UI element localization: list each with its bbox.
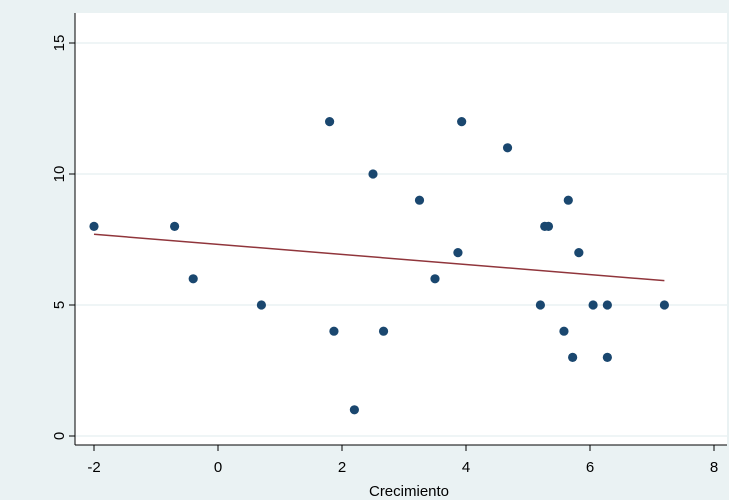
data-points <box>89 117 670 415</box>
data-point <box>502 143 513 153</box>
fitted-line <box>93 233 665 282</box>
y-tick-label: 0 <box>51 432 68 440</box>
data-point <box>588 300 598 310</box>
grid-lines <box>75 42 727 437</box>
data-point <box>256 300 266 310</box>
x-tick-label: 0 <box>214 459 222 476</box>
data-point <box>89 221 99 231</box>
data-point <box>574 248 584 258</box>
x-tick-label: 4 <box>462 459 470 476</box>
data-point <box>188 274 198 284</box>
x-tick-label: 6 <box>586 459 594 476</box>
data-point <box>325 117 335 127</box>
data-point <box>453 248 463 258</box>
data-point <box>368 169 378 179</box>
x-tick-label: -2 <box>87 459 100 476</box>
data-point <box>568 352 578 362</box>
data-point <box>602 352 612 362</box>
plot-area <box>75 13 727 445</box>
data-point <box>170 221 180 231</box>
x-tick-label: 2 <box>338 459 346 476</box>
data-point <box>563 195 573 205</box>
data-point <box>535 300 546 310</box>
y-axis-ticks: 0 5 10 15 <box>51 35 75 440</box>
y-tick-label: 5 <box>51 301 68 309</box>
data-point <box>559 326 569 336</box>
y-tick-label: 15 <box>51 35 68 52</box>
data-point <box>430 274 440 284</box>
data-point <box>602 300 612 310</box>
data-point <box>659 300 670 310</box>
data-point <box>457 117 467 127</box>
x-axis-title: Crecimiento <box>369 483 449 500</box>
y-tick-label: 10 <box>51 166 68 183</box>
x-axis-ticks: -2 0 2 4 6 8 <box>87 445 718 476</box>
x-tick-label: 8 <box>710 459 718 476</box>
data-point <box>414 195 425 205</box>
data-point <box>329 326 339 336</box>
data-point <box>543 221 554 231</box>
data-point <box>349 405 359 415</box>
data-point <box>378 326 389 336</box>
